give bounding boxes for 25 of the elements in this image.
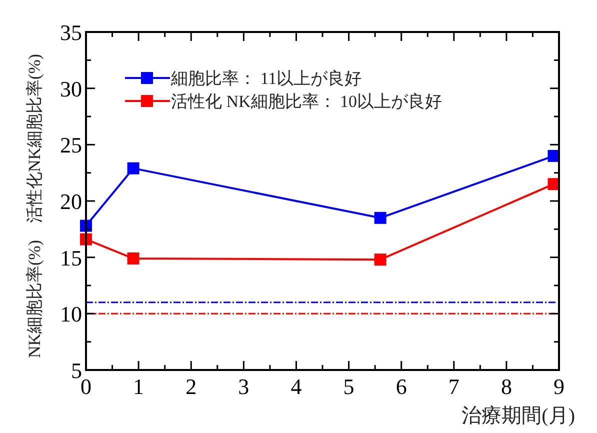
legend-label: 細胞比率： 11以上が良好: [170, 69, 362, 88]
y-tick-label: 15: [60, 245, 82, 270]
y-tick-label: 5: [71, 358, 82, 383]
x-tick-label: 4: [290, 374, 302, 399]
y-axis-title: NK細胞比率(%) 活性化NK細胞比率(%): [25, 54, 44, 358]
point: [374, 254, 386, 266]
x-tick-label: 3: [238, 374, 250, 399]
y-tick-label: 30: [60, 76, 82, 102]
x-axis-title: 治療期間(月): [462, 405, 575, 427]
point: [374, 212, 386, 224]
x-tick-label: 0: [80, 374, 92, 399]
y-tick-label: 25: [60, 132, 82, 158]
x-tick-label: 5: [343, 374, 354, 399]
point: [127, 162, 140, 174]
x-tick-label: 8: [500, 374, 512, 399]
y-tick-label: 35: [60, 20, 82, 45]
x-tick-label: 9: [554, 374, 564, 399]
y-tick-label: 10: [60, 302, 82, 327]
point: [127, 252, 140, 264]
x-tick-label: 1: [133, 374, 144, 399]
x-tick-label: 6: [396, 374, 407, 399]
legend-label: 活性化 NK細胞比率： 10以上が良好: [171, 92, 442, 111]
x-tick-label: 2: [186, 374, 197, 399]
x-tick-label: 7: [448, 374, 460, 399]
y-tick-label: 20: [60, 189, 82, 214]
